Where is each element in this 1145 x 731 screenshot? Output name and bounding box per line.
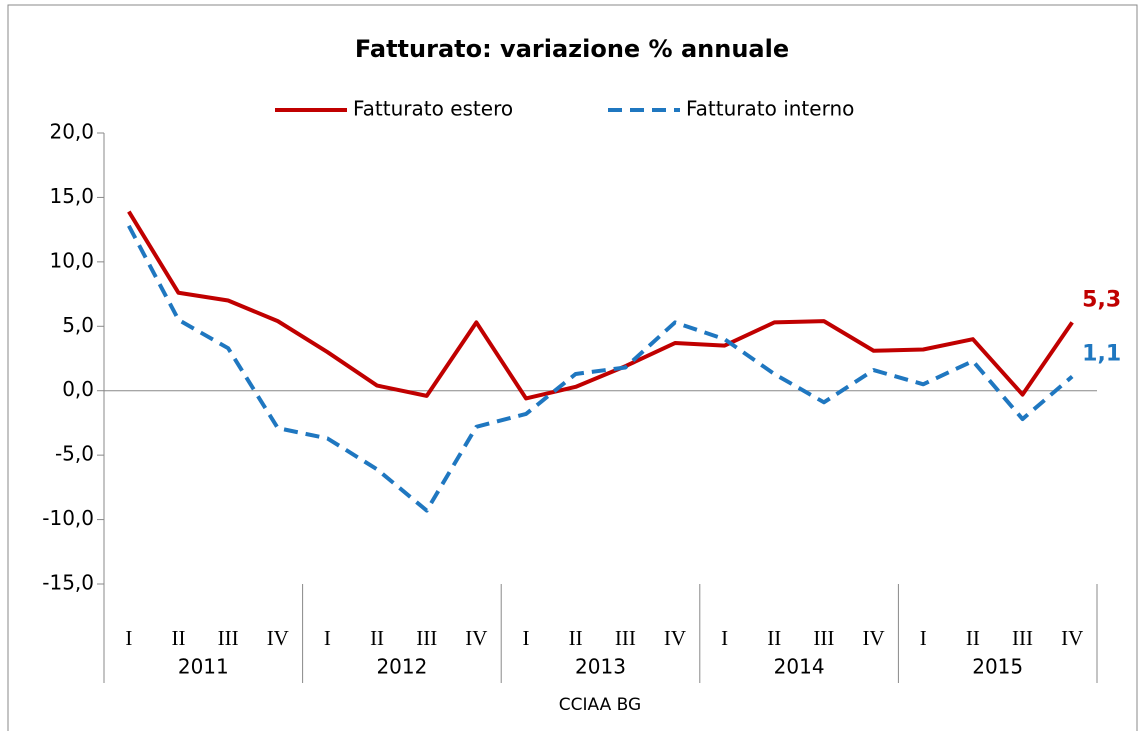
legend-label: Fatturato interno	[686, 97, 854, 121]
x-tick-label: II	[370, 626, 384, 650]
x-tick-label: III	[218, 626, 239, 650]
source: CCIAA BG	[559, 695, 641, 715]
x-tick-label: III	[615, 626, 636, 650]
y-tick-label: 5,0	[62, 313, 94, 337]
x-tick-label: I	[721, 626, 728, 650]
x-tick-label: I	[523, 626, 530, 650]
y-tick-label: -5,0	[55, 442, 94, 466]
chart-frame	[7, 4, 1138, 731]
x-tick-label: I	[920, 626, 927, 650]
y-tick-label: -15,0	[42, 571, 94, 595]
y-tick-label: 20,0	[49, 120, 94, 144]
data-label: 1,1	[1082, 342, 1121, 367]
series-line	[127, 224, 1074, 513]
x-tick-label: I	[125, 626, 132, 650]
data-label: 5,3	[1082, 287, 1121, 312]
x-tick-label: III	[1012, 626, 1033, 650]
y-tick-label: -10,0	[42, 506, 94, 530]
chart-title: Fatturato: variazione % annuale	[355, 35, 789, 63]
x-tick-label: IV	[664, 626, 686, 650]
group-label: 2011	[178, 655, 229, 679]
x-tick-label: II	[966, 626, 980, 650]
x-tick-label: IV	[267, 626, 289, 650]
group-label: 2014	[774, 655, 825, 679]
group-label: 2015	[972, 655, 1023, 679]
x-tick-label: III	[813, 626, 834, 650]
x-tick-label: II	[171, 626, 185, 650]
y-tick-label: 15,0	[49, 184, 94, 208]
x-tick-label: III	[416, 626, 437, 650]
group-label: 2012	[376, 655, 427, 679]
legend-label: Fatturato estero	[353, 97, 513, 121]
y-tick-label: 0,0	[62, 377, 94, 401]
series-line	[127, 210, 1074, 401]
y-tick-label: 10,0	[49, 248, 94, 272]
x-tick-label: IV	[465, 626, 487, 650]
group-label: 2013	[575, 655, 626, 679]
x-tick-label: IV	[862, 626, 884, 650]
x-tick-label: II	[569, 626, 583, 650]
x-tick-label: IV	[1061, 626, 1083, 650]
x-tick-label: I	[324, 626, 331, 650]
x-tick-label: II	[767, 626, 781, 650]
